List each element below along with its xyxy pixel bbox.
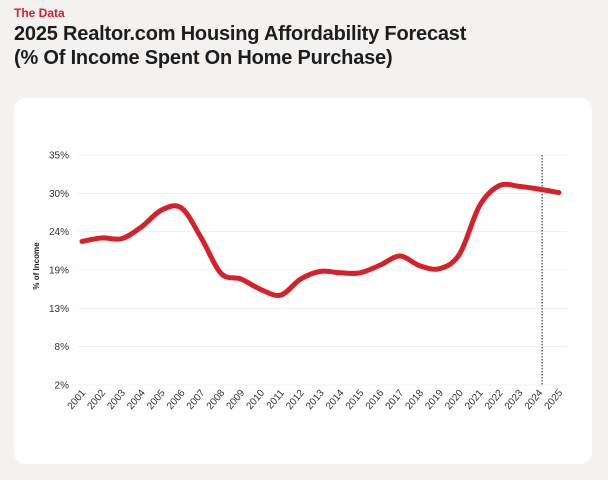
x-tick-label: 2001 bbox=[66, 388, 89, 412]
y-tick-label: 2% bbox=[55, 381, 70, 392]
y-tick-label: 24% bbox=[49, 227, 69, 238]
section-kicker: The Data bbox=[14, 6, 65, 20]
chart-title: 2025 Realtor.com Housing Affordability F… bbox=[14, 22, 594, 70]
x-tick-label: 2020 bbox=[443, 388, 466, 412]
x-tick-label: 2016 bbox=[364, 388, 387, 412]
y-tick-label: 19% bbox=[49, 266, 69, 277]
x-tick-label: 2024 bbox=[523, 388, 546, 412]
x-tick-label: 2008 bbox=[205, 388, 228, 412]
x-tick-label: 2012 bbox=[284, 388, 307, 412]
x-tick-label: 2007 bbox=[185, 388, 208, 412]
y-tick-label: 35% bbox=[49, 151, 69, 162]
y-tick-label: 8% bbox=[55, 342, 70, 353]
y-axis-ticks: 2% 8% 13% 19% 24% 30% 35% bbox=[49, 151, 69, 392]
x-tick-label: 2014 bbox=[324, 388, 347, 412]
chart-card: 2% 8% 13% 19% 24% 30% 35% 2001 2002 2003 2004 2005… bbox=[14, 98, 592, 464]
y-tick-label: 30% bbox=[49, 189, 69, 200]
gridlines bbox=[78, 154, 567, 386]
x-tick-label: 2003 bbox=[105, 388, 128, 412]
y-axis-label: % of Income bbox=[32, 242, 41, 290]
x-tick-label: 2023 bbox=[503, 388, 526, 412]
chart-title-line-2: (% Of Income Spent On Home Purchase) bbox=[14, 47, 393, 69]
x-tick-label: 2002 bbox=[85, 388, 108, 412]
x-tick-label: 2011 bbox=[265, 388, 288, 412]
x-tick-label: 2019 bbox=[423, 388, 446, 412]
x-tick-label: 2015 bbox=[344, 388, 367, 412]
affordability-series-line bbox=[79, 181, 562, 298]
x-tick-label: 2009 bbox=[225, 388, 248, 412]
x-tick-label: 2022 bbox=[483, 388, 506, 412]
chart-title-line-1: 2025 Realtor.com Housing Affordability F… bbox=[14, 23, 467, 45]
x-tick-label: 2005 bbox=[145, 388, 168, 412]
x-tick-label: 2013 bbox=[304, 388, 327, 412]
y-tick-label: 13% bbox=[49, 304, 69, 315]
x-axis-ticks: 2001200220032004200520062007200820092010… bbox=[66, 388, 566, 412]
x-tick-label: 2004 bbox=[125, 388, 148, 412]
x-tick-label: 2010 bbox=[244, 388, 267, 412]
x-tick-label: 2018 bbox=[403, 388, 426, 412]
line-chart: 2% 8% 13% 19% 24% 30% 35% 20012002200320042005… bbox=[32, 151, 567, 412]
x-tick-label: 2006 bbox=[165, 388, 188, 412]
x-tick-label: 2025 bbox=[543, 388, 566, 412]
x-tick-label: 2017 bbox=[384, 388, 407, 412]
x-tick-label: 2021 bbox=[463, 388, 486, 412]
